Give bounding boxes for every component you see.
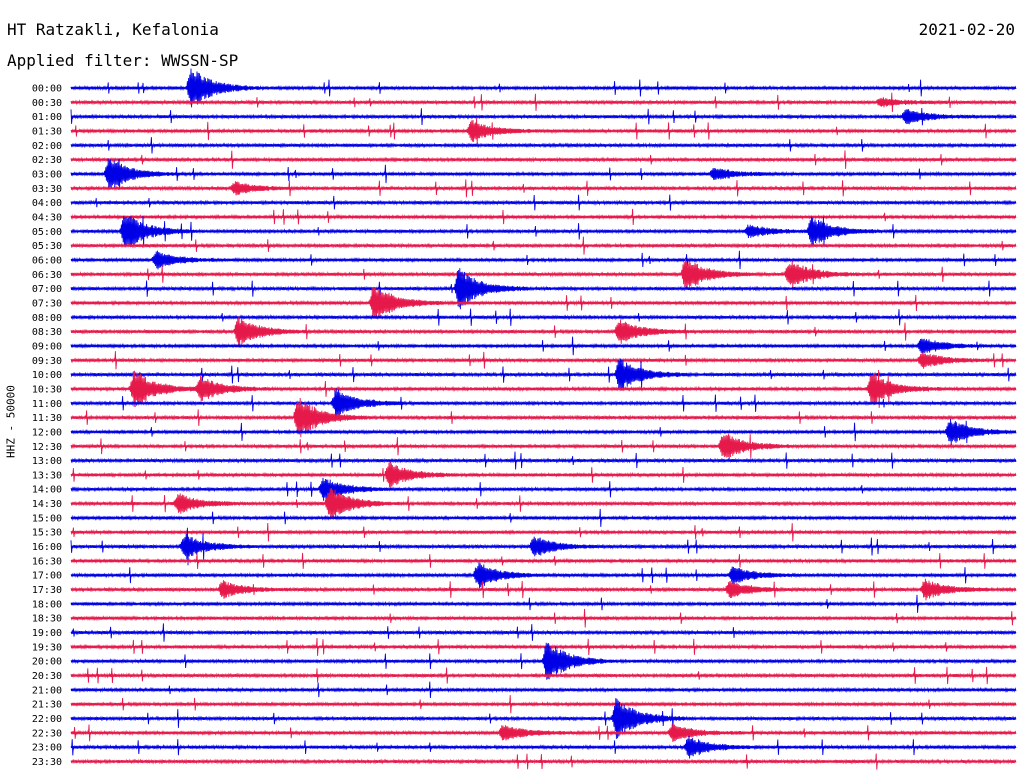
- tick-label: 17:00: [32, 571, 62, 582]
- tick-label: 05:30: [32, 241, 62, 252]
- tick-label: 23:00: [32, 743, 62, 754]
- tick-label: 13:30: [32, 470, 62, 481]
- tick-label: 19:00: [32, 628, 62, 639]
- tick-label: 20:00: [32, 657, 62, 668]
- tick-label: 00:30: [32, 98, 62, 109]
- tick-label: 23:30: [32, 757, 62, 768]
- tick-label: 10:00: [32, 370, 62, 381]
- tick-label: 12:00: [32, 427, 62, 438]
- tick-label: 08:30: [32, 327, 62, 338]
- tick-label: 22:30: [32, 728, 62, 739]
- filter-label: Applied filter:: [7, 51, 152, 70]
- tick-label: 16:00: [32, 542, 62, 553]
- tick-label: 15:00: [32, 513, 62, 524]
- tick-label: 18:00: [32, 599, 62, 610]
- tick-label: 03:00: [32, 169, 62, 180]
- tick-label: 00:00: [32, 84, 62, 95]
- tick-label: 14:00: [32, 485, 62, 496]
- tick-label: 08:00: [32, 313, 62, 324]
- tick-label: 20:30: [32, 671, 62, 682]
- tick-label: 07:00: [32, 284, 62, 295]
- tick-label: 10:30: [32, 384, 62, 395]
- tick-label: 16:30: [32, 556, 62, 567]
- tick-label: 11:30: [32, 413, 62, 424]
- tick-label: 06:30: [32, 270, 62, 281]
- station-title: HT Ratzakli, Kefalonia: [7, 20, 219, 39]
- tick-label: 21:30: [32, 700, 62, 711]
- tick-label: 18:30: [32, 614, 62, 625]
- tick-label: 14:30: [32, 499, 62, 510]
- filter-line: Applied filter: WWSSN-SP: [7, 51, 238, 70]
- tick-label: 15:30: [32, 528, 62, 539]
- tick-label: 09:00: [32, 341, 62, 352]
- tick-label: 21:00: [32, 685, 62, 696]
- tick-label: 03:30: [32, 184, 62, 195]
- tick-label: 13:00: [32, 456, 62, 467]
- date-label: 2021-02-20: [918, 20, 1015, 39]
- tick-label: 02:30: [32, 155, 62, 166]
- tick-label: 05:00: [32, 227, 62, 238]
- tick-label: 17:30: [32, 585, 62, 596]
- tick-label: 06:00: [32, 255, 62, 266]
- tick-label: 04:30: [32, 212, 62, 223]
- filter-value: WWSSN-SP: [161, 51, 239, 70]
- tick-label: 09:30: [32, 356, 62, 367]
- tick-label: 07:30: [32, 298, 62, 309]
- tick-label: 04:00: [32, 198, 62, 209]
- tick-label: 12:30: [32, 442, 62, 453]
- tick-label: 02:00: [32, 141, 62, 152]
- tick-label: 11:00: [32, 399, 62, 410]
- tick-label: 01:00: [32, 112, 62, 123]
- tick-label: 19:30: [32, 642, 62, 653]
- tick-label: 01:30: [32, 126, 62, 137]
- tick-label: 22:00: [32, 714, 62, 725]
